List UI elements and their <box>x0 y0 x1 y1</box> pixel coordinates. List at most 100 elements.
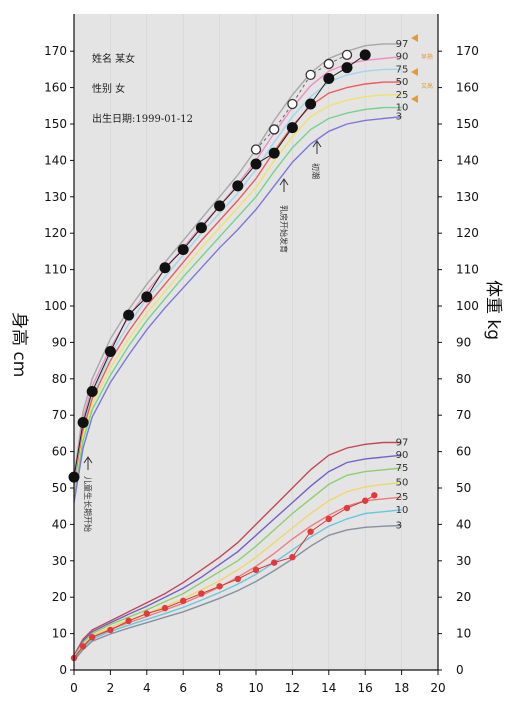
weight-measured-point <box>198 590 205 597</box>
weight-measured-point <box>161 604 169 612</box>
height-measured-point <box>214 200 226 212</box>
height-measured-point <box>104 346 116 357</box>
x-tick-label: 20 <box>430 681 445 695</box>
left-y-tick-label: 110 <box>44 263 67 277</box>
right-y-tick-label: 80 <box>456 372 471 386</box>
height-measured-point <box>141 291 153 303</box>
right-y-tick-label: 120 <box>456 226 479 240</box>
height-curve-p25 <box>73 94 402 494</box>
weight-measured-point <box>180 597 187 605</box>
puberty-arrow-icon <box>279 178 289 192</box>
weight-measured-point <box>143 610 150 617</box>
height-measured-point <box>232 180 244 192</box>
x-tick-label: 12 <box>285 681 300 695</box>
left-y-tick-label: 50 <box>52 481 67 495</box>
info-birth: 出生日期:1999-01-12 <box>92 112 193 125</box>
weight-curve-p75 <box>73 467 402 658</box>
growth-arrow-icon <box>83 456 93 470</box>
right-y-tick-label: 150 <box>456 117 479 131</box>
left-y-tick-label: 170 <box>44 44 67 58</box>
right-y-tick-label: 40 <box>456 517 471 531</box>
weight-label-p3: 3 <box>396 520 402 531</box>
weight-measured-point <box>234 575 241 583</box>
left-y-tick-label: 20 <box>52 590 67 604</box>
right-y-tick-label: 20 <box>456 590 471 604</box>
right-y-tick-label: 170 <box>456 44 479 58</box>
left-y-tick-label: 140 <box>44 153 67 167</box>
left-y-tick-label: 150 <box>44 117 67 131</box>
x-tick-label: 16 <box>358 681 373 695</box>
height-measured-point <box>86 386 98 398</box>
right-y-tick-label: 60 <box>456 445 471 459</box>
weight-label-p10: 10 <box>396 505 409 516</box>
right-y-tick-label: 100 <box>456 299 479 313</box>
left-y-tick-label: 30 <box>52 554 67 568</box>
weight-curve-p50 <box>73 481 402 659</box>
tag-early: 早熟 <box>421 53 433 61</box>
height-measured-point <box>250 158 262 170</box>
height-label-p10: 10 <box>396 103 409 114</box>
right-y-tick-label: 0 <box>456 663 464 677</box>
height-label-p25: 25 <box>396 90 409 101</box>
height-projected-point <box>323 58 334 70</box>
left-y-tick-label: 120 <box>44 226 67 240</box>
weight-measured-point <box>371 492 378 499</box>
height-label-p75: 75 <box>396 64 409 75</box>
left-y-tick-label: 70 <box>52 408 67 422</box>
height-measured-point <box>77 416 89 428</box>
right-tags: 早熟 又高 <box>411 34 433 103</box>
x-tick-label: 8 <box>216 681 224 695</box>
right-y-tick-label: 140 <box>456 153 479 167</box>
right-y-tick-label: 110 <box>456 263 479 277</box>
left-y-tick-label: 0 <box>59 663 67 677</box>
x-tick-label: 2 <box>107 681 115 695</box>
annotation-growth: 儿童生长期开始 <box>83 476 93 532</box>
height-projected-point <box>341 49 353 60</box>
weight-curve-p97 <box>73 441 402 656</box>
menarche-arrow-icon <box>312 140 322 154</box>
height-measured-point <box>195 222 207 234</box>
weight-measured-point <box>325 515 332 523</box>
weight-measured-point <box>289 553 296 561</box>
weight-measured-point <box>271 559 278 566</box>
measured-points <box>68 49 378 662</box>
left-y-tick-label: 60 <box>52 445 67 459</box>
weight-measured-point <box>252 566 260 574</box>
height-label-p3: 3 <box>396 112 402 123</box>
x-tick-label: 4 <box>143 681 151 695</box>
weight-label-p97: 97 <box>396 438 409 449</box>
left-y-tick-label: 90 <box>52 335 67 349</box>
weight-label-p90: 90 <box>396 450 409 461</box>
left-y-tick-label: 160 <box>44 81 67 95</box>
right-y-tick-label: 30 <box>456 554 471 568</box>
x-tick-label: 18 <box>394 681 409 695</box>
weight-measured-point <box>307 528 314 535</box>
info-name: 姓名 某女 <box>92 52 135 65</box>
tag-tall: 又高 <box>421 82 433 90</box>
right-y-tick-label: 160 <box>456 81 479 95</box>
height-projected-point <box>287 98 298 110</box>
height-projected-point <box>269 124 280 135</box>
height-measured-point <box>323 73 335 84</box>
x-tick-label: 14 <box>321 681 336 695</box>
weight-label-p50: 50 <box>396 478 409 489</box>
left-y-tick-label: 130 <box>44 190 67 204</box>
left-y-tick-label: 10 <box>52 627 67 641</box>
weight-label-p25: 25 <box>396 492 409 503</box>
height-projected-point <box>305 69 316 81</box>
height-measured-point <box>268 147 280 159</box>
right-y-tick-label: 70 <box>456 408 471 422</box>
info-sex: 性别 女 <box>92 82 125 95</box>
left-axis-title: 身高 cm <box>9 312 29 377</box>
height-label-p90: 90 <box>396 52 409 63</box>
height-measured-point <box>359 49 371 61</box>
right-y-tick-label: 10 <box>456 627 471 641</box>
weight-measured-point <box>107 626 114 634</box>
tag-arrow-icon <box>411 34 418 42</box>
tag-arrow-icon <box>411 68 418 76</box>
weight-curve-p90 <box>73 454 402 657</box>
height-measured-point <box>177 244 189 256</box>
